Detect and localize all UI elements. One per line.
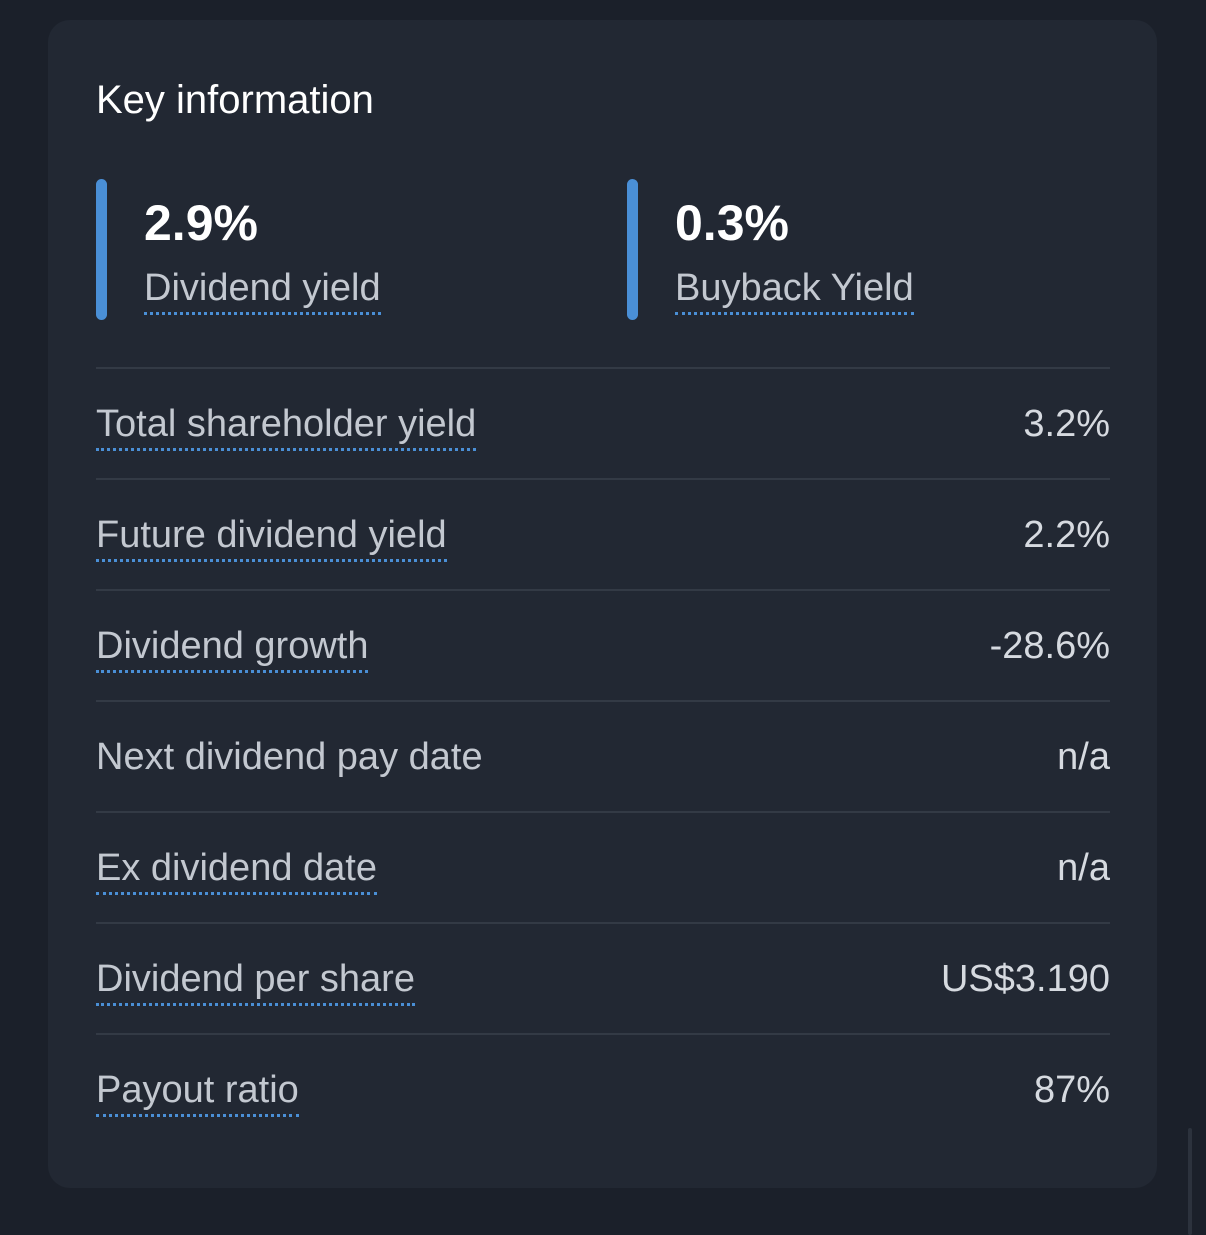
accent-bar [627,179,638,320]
row-dividend-per-share: Dividend per share US$3.190 [96,922,1110,1033]
dividend-yield-value: 2.9% [144,195,258,251]
dividend-per-share-label[interactable]: Dividend per share [96,956,415,1006]
card-title: Key information [96,78,374,122]
key-information-list: Total shareholder yield 3.2% Future divi… [96,367,1110,1144]
future-dividend-yield-label[interactable]: Future dividend yield [96,512,447,562]
ex-dividend-date-label[interactable]: Ex dividend date [96,845,377,895]
total-shareholder-yield-label[interactable]: Total shareholder yield [96,401,477,451]
payout-ratio-label[interactable]: Payout ratio [96,1067,299,1117]
row-total-shareholder-yield: Total shareholder yield 3.2% [96,367,1110,478]
dividend-per-share-value: US$3.190 [940,958,1110,1000]
payout-ratio-value: 87% [1033,1069,1110,1111]
row-dividend-growth: Dividend growth -28.6% [96,589,1110,700]
ex-dividend-date-value: n/a [1057,847,1110,889]
next-dividend-pay-date-label: Next dividend pay date [96,736,483,778]
scrollbar[interactable] [1188,1128,1192,1235]
total-shareholder-yield-value: 3.2% [1023,403,1110,445]
row-payout-ratio: Payout ratio 87% [96,1033,1110,1144]
row-next-dividend-pay-date: Next dividend pay date n/a [96,700,1110,811]
future-dividend-yield-value: 2.2% [1023,514,1110,556]
next-dividend-pay-date-value: n/a [1057,736,1110,778]
dividend-yield-label[interactable]: Dividend yield [144,265,381,315]
key-information-card: Key information 2.9% Dividend yield 0.3%… [48,20,1157,1188]
row-future-dividend-yield: Future dividend yield 2.2% [96,478,1110,589]
buyback-yield-label[interactable]: Buyback Yield [675,265,914,315]
dividend-growth-value: -28.6% [989,625,1110,667]
accent-bar [96,179,107,320]
buyback-yield-value: 0.3% [675,195,789,251]
dividend-growth-label[interactable]: Dividend growth [96,623,369,673]
row-ex-dividend-date: Ex dividend date n/a [96,811,1110,922]
